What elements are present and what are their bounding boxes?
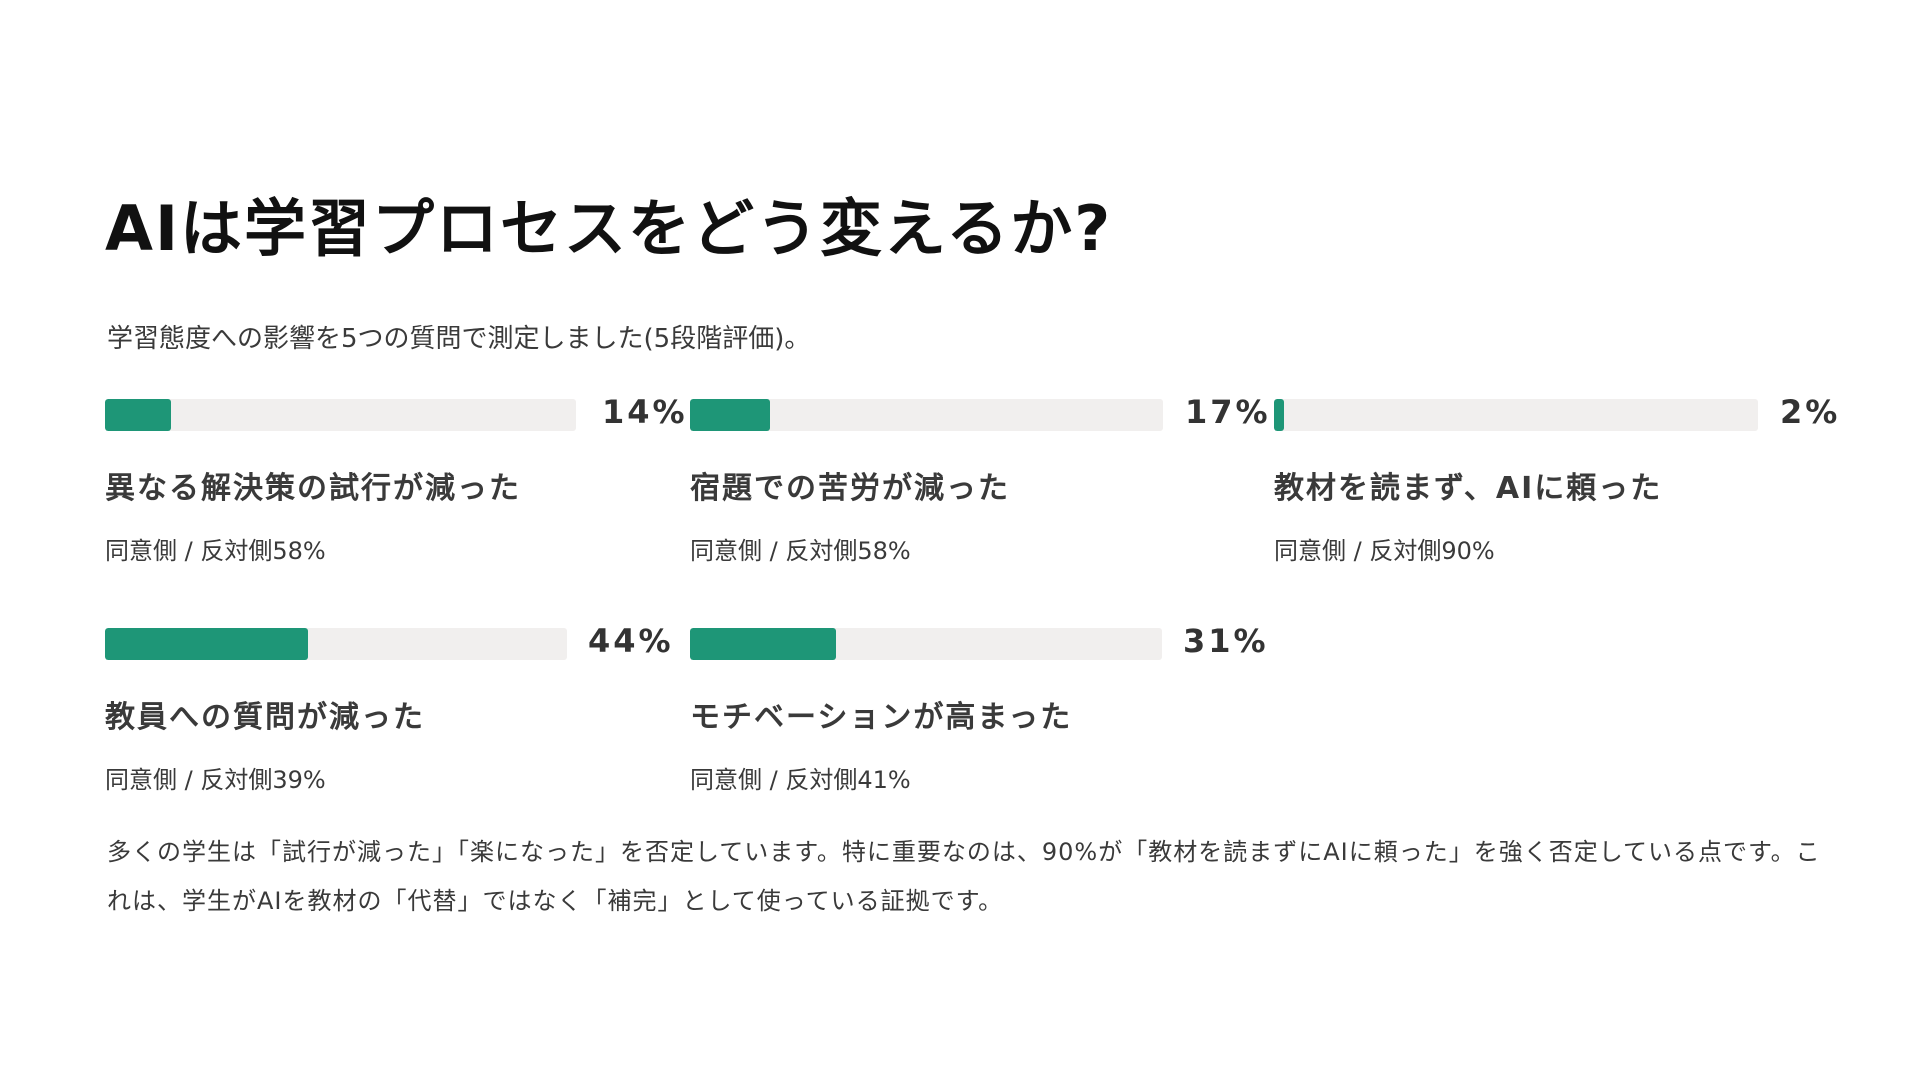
metric-label: 教員への質問が減った <box>105 700 425 735</box>
metric-percent: 44% <box>588 622 674 660</box>
metric-detail: 同意側 / 反対側58% <box>690 537 911 565</box>
metric-detail: 同意側 / 反対側41% <box>690 766 911 794</box>
metric-card: 44% 教員への質問が減った 同意側 / 反対側39% <box>105 622 685 808</box>
progress-fill <box>690 399 771 431</box>
metric-percent: 2% <box>1780 393 1841 431</box>
progress-track <box>690 399 1163 431</box>
metric-percent: 14% <box>602 393 688 431</box>
metric-label: 宿題での苦労が減った <box>690 471 1010 506</box>
metric-detail: 同意側 / 反対側58% <box>105 537 326 565</box>
metric-label: モチベーションが高まった <box>690 700 1073 735</box>
progress-track <box>105 399 576 431</box>
progress-fill <box>105 628 309 660</box>
progress-fill <box>1274 399 1284 431</box>
progress-track <box>1274 399 1758 431</box>
progress-fill <box>105 399 171 431</box>
metric-card: 17% 宿題での苦労が減った 同意側 / 反対側58% <box>690 393 1270 579</box>
progress-track <box>105 628 567 660</box>
metric-label: 異なる解決策の試行が減った <box>105 471 521 506</box>
page-subtitle: 学習態度への影響を5つの質問で測定しました(5段階評価)。 <box>107 324 811 354</box>
summary-paragraph: 多くの学生は「試行が減った」「楽になった」を否定しています。特に重要なのは、90… <box>107 838 1821 915</box>
metric-card: 14% 異なる解決策の試行が減った 同意側 / 反対側58% <box>105 393 685 579</box>
metric-percent: 31% <box>1183 622 1269 660</box>
metric-card: 2% 教材を読まず、AIに頼った 同意側 / 反対側90% <box>1274 393 1854 579</box>
metric-detail: 同意側 / 反対側39% <box>105 766 326 794</box>
page-title: AIは学習プロセスをどう変えるか? <box>105 192 1113 265</box>
metric-detail: 同意側 / 反対側90% <box>1274 537 1495 565</box>
metric-card: 31% モチベーションが高まった 同意側 / 反対側41% <box>690 622 1270 808</box>
progress-fill <box>690 628 837 660</box>
progress-track <box>690 628 1162 660</box>
metric-label: 教材を読まず、AIに頼った <box>1274 471 1663 506</box>
metric-percent: 17% <box>1185 393 1271 431</box>
